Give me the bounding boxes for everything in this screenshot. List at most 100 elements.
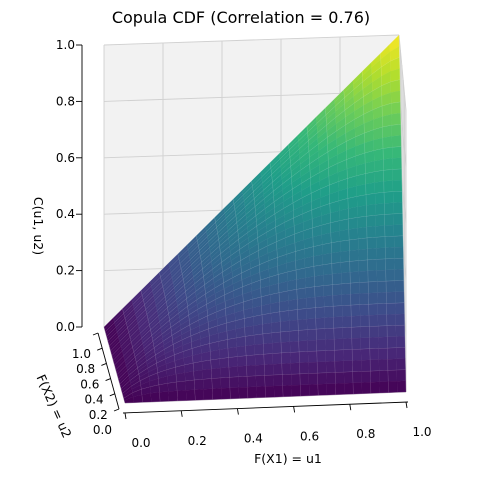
surface-cell: [357, 226, 368, 240]
surface-cell: [395, 324, 406, 337]
surface-cell: [279, 300, 289, 312]
mesh-line: [116, 257, 404, 375]
surface-cell: [333, 338, 344, 351]
mesh-line: [380, 53, 389, 393]
surface-cell: [298, 329, 308, 342]
surface-cell: [334, 360, 345, 373]
mesh-line: [113, 190, 403, 361]
x-axis-label: F(X1) = u1: [254, 451, 322, 466]
surface-cell: [392, 191, 403, 203]
surface-cell: [375, 203, 385, 216]
mesh-line: [195, 235, 214, 400]
surface-cell: [396, 380, 407, 393]
axis-lines: [76, 44, 409, 420]
surface-cell: [383, 180, 394, 193]
surface-cell: [220, 377, 231, 389]
surface-cell: [391, 101, 401, 115]
surface-cell: [307, 350, 318, 363]
surface-cell: [342, 338, 353, 350]
surface-cell: [237, 355, 247, 367]
surface-cell: [297, 318, 308, 331]
surface-cell: [167, 381, 178, 392]
surface-cell: [376, 258, 386, 271]
mesh-line: [140, 290, 161, 402]
tick-label: 0.8: [56, 94, 75, 108]
surface-cell: [273, 374, 283, 387]
surface-cell: [396, 369, 406, 382]
surface-cell: [349, 260, 360, 273]
surface-cell: [366, 215, 376, 228]
surface-cell: [263, 342, 273, 355]
surface-cell: [238, 376, 248, 388]
y-tick-mark: [97, 347, 103, 351]
surface-cell: [339, 229, 350, 242]
surface-cell: [365, 193, 376, 206]
surface-cell: [382, 146, 393, 160]
surface-cell: [379, 381, 389, 394]
surface-cell: [254, 354, 265, 366]
surface-cell: [306, 318, 317, 330]
surface-cell: [331, 272, 342, 285]
surface-cell: [342, 327, 352, 339]
mesh-line: [214, 217, 231, 399]
surface-cell: [325, 361, 336, 373]
surface-cell: [324, 316, 334, 329]
surface-cell: [324, 306, 334, 318]
surface-cell: [377, 314, 388, 327]
surface-cell: [235, 327, 246, 339]
surface-cell: [385, 269, 396, 282]
x-tick-mark: [405, 401, 408, 409]
grid-line: [398, 34, 407, 111]
tick-label: 0.0: [56, 320, 75, 334]
surface-cell: [299, 362, 309, 375]
surface-cell: [367, 259, 377, 272]
surface-cell: [280, 320, 290, 333]
surface-cell: [176, 380, 187, 391]
surface-cell: [383, 169, 393, 182]
surface-cell: [361, 370, 371, 383]
surface-cell: [281, 352, 291, 364]
surface-cell: [393, 235, 404, 248]
tick-label: 0.8: [356, 427, 375, 441]
surface-cell: [324, 327, 335, 340]
surface-cell: [314, 285, 325, 298]
surface-cell: [359, 304, 370, 316]
mesh-line: [105, 57, 400, 332]
chart-title: Copula CDF (Correlation = 0.76): [112, 8, 370, 27]
surface-cell: [377, 303, 387, 316]
surface-cell: [264, 374, 275, 387]
surface-cell: [358, 259, 369, 272]
surface-cell: [384, 224, 395, 237]
surface-cell: [297, 297, 307, 310]
surface-cell: [306, 307, 316, 320]
surface-cell: [159, 391, 170, 402]
surface-cell: [270, 301, 280, 314]
surface-cell: [394, 280, 405, 293]
surface-cell: [289, 330, 299, 342]
surface-cell: [383, 191, 394, 204]
surface-cell: [244, 334, 255, 347]
surface-cell: [385, 247, 395, 260]
surface-cell: [313, 254, 324, 267]
surface-cell: [383, 158, 393, 171]
surface-cell: [273, 385, 284, 398]
surface-cell: [394, 269, 404, 281]
surface-cell: [261, 303, 272, 316]
mesh-line: [115, 235, 403, 370]
surface-cell: [395, 302, 405, 315]
surface-cell: [360, 348, 371, 361]
z-axis-label: C(u1, u2): [31, 197, 46, 255]
surface-cell: [359, 281, 369, 294]
surface-cell: [245, 344, 256, 356]
surface-cell: [393, 213, 403, 226]
surface-cell: [395, 336, 406, 348]
surface-cell: [351, 348, 362, 361]
surface-cell: [282, 385, 292, 397]
surface-cell: [203, 388, 213, 401]
surface-cell: [316, 339, 326, 352]
surface-cell: [382, 124, 393, 139]
surface-cell: [244, 325, 255, 337]
y-tick-mark: [105, 378, 111, 382]
y-axis-label: F(X2) = u2: [33, 372, 74, 440]
